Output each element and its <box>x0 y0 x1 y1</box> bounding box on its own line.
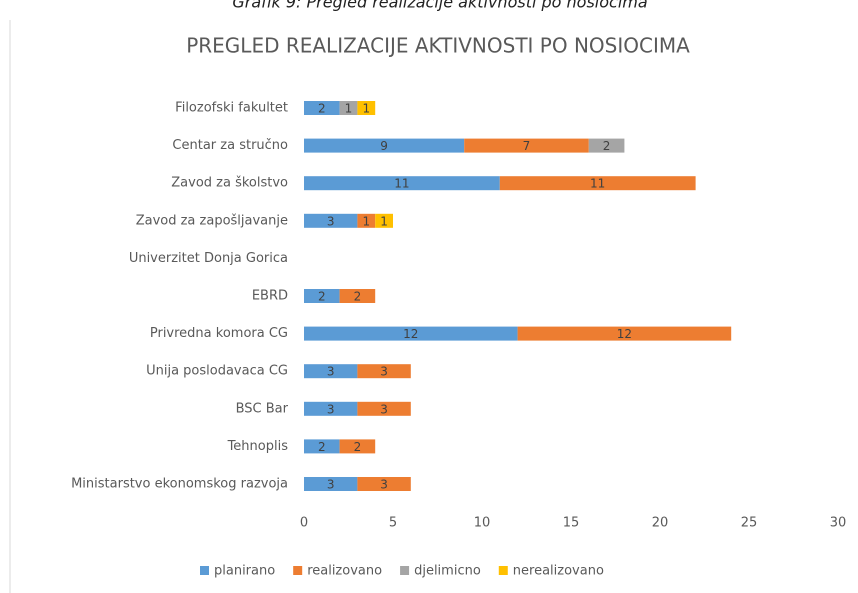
bar-segment <box>304 101 340 115</box>
y-tick-label: Zavod za zapošljavanje <box>136 213 288 228</box>
bar-segment <box>339 101 358 115</box>
y-tick-label: Filozofski fakultet <box>175 101 288 116</box>
bar-segment <box>357 364 411 379</box>
x-tick-label: 15 <box>563 516 580 531</box>
legend-label: planirano <box>214 564 275 579</box>
data-label: 2 <box>354 290 362 304</box>
bar-segment <box>304 138 465 153</box>
data-label: 2 <box>603 139 611 153</box>
data-label: 9 <box>380 139 388 153</box>
data-label: 1 <box>380 214 388 228</box>
legend-swatch <box>293 566 303 575</box>
legend-swatch <box>498 566 508 575</box>
bar-segment <box>304 439 340 454</box>
y-tick-label: Tehnoplis <box>227 439 289 454</box>
data-label: 1 <box>362 102 370 116</box>
bar-segment <box>375 213 393 228</box>
legend-swatch <box>200 566 209 575</box>
bar-segment <box>339 289 376 303</box>
chart-title: PREGLED REALIZACIJE AKTIVNOSTI PO NOSIOC… <box>186 34 690 58</box>
bar-segment <box>304 401 358 416</box>
bar-segment <box>464 138 589 153</box>
data-label: 2 <box>318 290 326 304</box>
caption: Grafik 9: Pregled realizacije aktivnosti… <box>232 0 647 12</box>
data-label: 11 <box>590 177 605 191</box>
bar-segment <box>304 176 500 191</box>
bar-segment <box>499 176 696 191</box>
y-tick-label: EBRD <box>252 289 288 304</box>
legend-label: nerealizovano <box>513 564 604 579</box>
x-tick-label: 30 <box>830 516 847 531</box>
data-label: 2 <box>354 440 362 454</box>
bar-segment <box>357 101 376 115</box>
data-label: 3 <box>327 214 335 228</box>
bar-segment <box>304 213 358 228</box>
y-tick-label: Centar za stručno <box>172 138 288 153</box>
data-label: 3 <box>380 402 388 416</box>
y-tick-label: BSC Bar <box>236 401 289 416</box>
bar-segment <box>304 364 358 379</box>
data-label: 3 <box>327 365 335 379</box>
bar-segment <box>517 326 732 341</box>
bar-segment <box>339 439 376 454</box>
y-tick-label: Privredna komora CG <box>150 326 288 341</box>
data-label: 2 <box>318 102 326 116</box>
bar-segment <box>357 477 411 491</box>
bar-segment <box>588 138 625 153</box>
x-tick-label: 20 <box>652 516 669 531</box>
legend-swatch <box>400 566 410 575</box>
x-tick-label: 0 <box>300 516 308 531</box>
data-label: 3 <box>380 478 388 492</box>
data-label: 2 <box>318 440 326 454</box>
bar-segment <box>357 401 411 416</box>
legend-label: realizovano <box>307 564 382 579</box>
bar-segment <box>357 213 376 228</box>
y-tick-label: Zavod za školstvo <box>171 176 288 191</box>
y-tick-label: Unija poslodavaca CG <box>146 364 288 379</box>
x-tick-label: 10 <box>474 516 491 531</box>
data-label: 3 <box>327 478 335 492</box>
data-label: 12 <box>617 327 632 341</box>
data-label: 11 <box>394 177 409 191</box>
y-tick-label: Ministarstvo ekonomskog razvoja <box>71 477 288 492</box>
data-label: 3 <box>327 402 335 416</box>
y-tick-label: Univerzitet Donja Gorica <box>129 251 288 266</box>
data-label: 1 <box>345 102 353 116</box>
data-label: 1 <box>362 214 370 228</box>
data-label: 7 <box>523 139 531 153</box>
x-tick-label: 5 <box>389 516 397 531</box>
data-label: 12 <box>403 327 418 341</box>
bar-segment <box>304 289 340 303</box>
bar-segment <box>304 477 358 491</box>
bar-segment <box>304 326 518 341</box>
legend-label: djelimicno <box>414 564 481 579</box>
x-tick-label: 25 <box>741 516 758 531</box>
data-label: 3 <box>380 365 388 379</box>
